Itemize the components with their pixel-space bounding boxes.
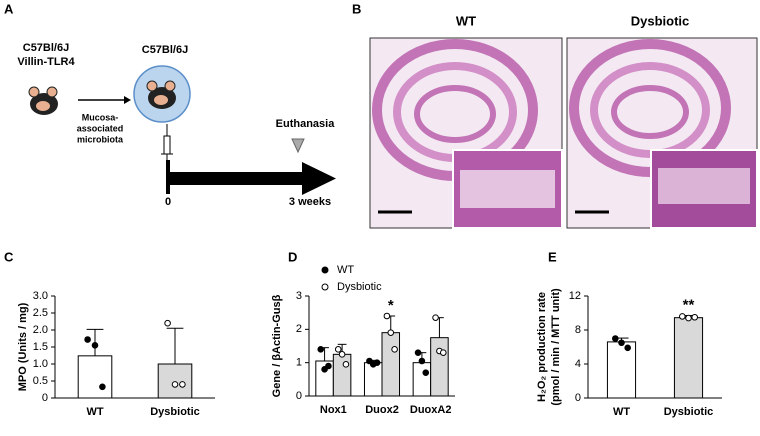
x-tick-label: Dysbiotic — [150, 406, 200, 418]
x-tick-label: Duox2 — [365, 404, 399, 416]
y-tick-label: 2.5 — [33, 307, 48, 319]
arrow-head — [124, 96, 131, 104]
data-point — [338, 351, 346, 358]
transfer: Mucosa- — [82, 112, 119, 122]
y-tick-label: 0 — [575, 392, 581, 404]
bar — [77, 355, 113, 399]
y-tick-label: 0 — [42, 392, 48, 404]
timeline-head — [302, 162, 336, 195]
y-tick-label: 3.0 — [33, 290, 48, 302]
endpoint-marker — [291, 138, 305, 154]
legend-label: Dysbiotic — [337, 281, 382, 293]
x-tick-label: Dysbiotic — [664, 406, 714, 418]
panel-b: B WT Dysbiotic — [352, 1, 758, 229]
data-point — [179, 381, 186, 388]
mouse-icon — [146, 80, 176, 109]
x-tick-label: Nox1 — [320, 404, 347, 416]
significance: ** — [683, 297, 695, 314]
y-tick-label: 12 — [569, 290, 581, 302]
data-point — [612, 335, 619, 342]
timeline-start-label: 0 — [165, 196, 171, 208]
mouse-icon — [28, 86, 58, 115]
data-point — [439, 349, 447, 356]
data-point — [414, 349, 422, 356]
bar — [332, 353, 352, 397]
x-tick-label: WT — [613, 406, 630, 418]
legend-label: WT — [337, 264, 354, 276]
bar — [157, 363, 193, 399]
panel-a: A C57Bl/6J Villin-TLR4 Mucosa- associate… — [4, 1, 336, 208]
y-tick-label: 2.0 — [33, 324, 48, 336]
y-tick-label: 3 — [296, 290, 302, 302]
x-tick-label: DuoxA2 — [410, 404, 452, 416]
transfer: microbiota — [77, 134, 124, 144]
data-point — [334, 346, 342, 353]
legend-marker — [321, 283, 329, 291]
data-point — [91, 342, 99, 349]
bar — [412, 362, 432, 397]
data-point — [373, 359, 381, 366]
data-point — [618, 339, 625, 347]
data-point — [164, 319, 171, 327]
panel-label: D — [288, 249, 297, 264]
bar — [606, 341, 637, 399]
data-point — [624, 344, 631, 352]
image-title: Dysbiotic — [631, 13, 690, 28]
legend-marker — [321, 266, 329, 274]
image-title: WT — [456, 13, 476, 28]
y-axis-label: (pmol / min / MTT unit) — [550, 288, 562, 406]
y-tick-label: 0 — [296, 390, 302, 402]
data-point — [317, 346, 325, 353]
data-point — [685, 314, 692, 322]
y-axis-label: Gene / βActin-Gusβ — [271, 294, 283, 397]
data-point — [432, 314, 439, 321]
transfer: associated — [77, 123, 124, 133]
bar — [673, 317, 704, 399]
histology-image — [566, 37, 758, 229]
panel-label: C — [4, 249, 14, 264]
recipient-strain: C57Bl/6J — [142, 44, 188, 56]
data-point — [391, 346, 398, 353]
charts: C 0 0.5 1.0 1.5 2.0 2.5 3.0 MPO (Units / mg) WT Dy… — [4, 249, 722, 418]
y-tick-label: 1.0 — [33, 358, 48, 370]
y-tick-label: 1 — [296, 357, 302, 369]
significance: * — [388, 297, 394, 314]
y-axis-label: H₂O₂ production rate — [536, 292, 548, 402]
bar — [430, 337, 449, 397]
data-point — [99, 383, 106, 391]
data-point — [387, 329, 395, 336]
histology-image — [369, 37, 563, 229]
panel-label: B — [352, 1, 361, 16]
donor-line: Villin-TLR4 — [17, 56, 75, 68]
timeline-end-label: 3 weeks — [289, 196, 331, 208]
bar — [381, 332, 401, 397]
data-point — [383, 312, 391, 320]
y-tick-label: 1.5 — [33, 341, 48, 353]
y-tick-label: 8 — [575, 324, 581, 336]
data-point — [325, 362, 332, 370]
bar — [363, 362, 383, 397]
data-point — [84, 336, 91, 343]
syringe — [161, 124, 173, 162]
panel-label: A — [4, 1, 14, 16]
data-point — [691, 313, 698, 321]
data-point — [418, 357, 426, 365]
y-tick-label: 4 — [575, 358, 581, 370]
y-tick-label: 0.5 — [33, 375, 48, 387]
timeline — [166, 172, 304, 185]
data-point — [679, 313, 686, 320]
data-point — [422, 369, 430, 376]
x-tick-label: WT — [86, 406, 103, 418]
donor-strain: C57Bl/6J — [23, 42, 69, 54]
data-point — [342, 361, 350, 368]
data-point — [171, 381, 179, 388]
panel-label: E — [548, 249, 557, 264]
y-tick-label: 2 — [296, 323, 302, 335]
endpoint: Euthanasia — [276, 118, 336, 130]
y-axis-label: MPO (Units / mg) — [17, 302, 29, 391]
